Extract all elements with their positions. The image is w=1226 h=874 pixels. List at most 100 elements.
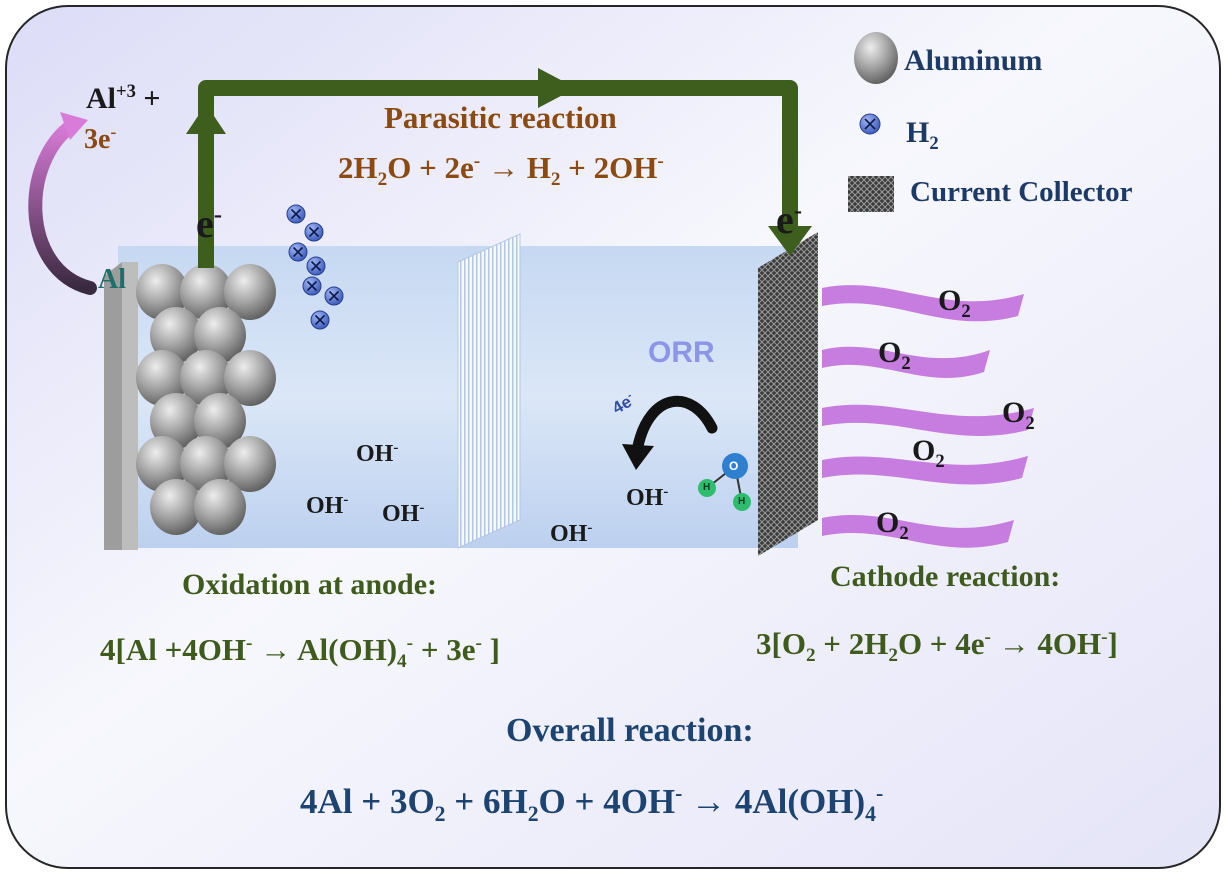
oxygen-base: O xyxy=(878,336,902,369)
anode-plate xyxy=(122,262,138,550)
oxygen-molecule-label: O2 xyxy=(878,336,911,373)
overall-eq-sub: 4 xyxy=(865,802,876,826)
oxygen-stream xyxy=(822,404,1034,436)
aluminum-sphere xyxy=(180,264,232,320)
h2-bubble xyxy=(324,286,344,306)
parasitic-eq-sup: - xyxy=(473,150,481,172)
aluminum-sphere xyxy=(194,393,246,449)
aluminum-sphere xyxy=(136,264,188,320)
orr-arrow-head xyxy=(622,444,654,470)
anode-electron-label: e- xyxy=(196,201,222,246)
oxygen-sub: 2 xyxy=(1025,413,1035,434)
oxygen-molecule-label: O2 xyxy=(912,434,945,471)
aluminum-ion-label: Al+3 + xyxy=(86,82,161,115)
oxygen-base: O xyxy=(1002,396,1026,429)
aluminum-sphere xyxy=(150,307,202,363)
wire-arrow-right xyxy=(538,68,576,108)
aluminum-sphere xyxy=(150,393,202,449)
cathode-eq-part: ] xyxy=(1107,626,1118,661)
oxygen-base: O xyxy=(876,506,900,539)
wire-arrow-up xyxy=(186,104,226,134)
external-circuit-wire xyxy=(198,80,798,268)
anode-plate-side xyxy=(104,262,122,550)
oxygen-stream xyxy=(822,346,990,378)
orr-curve-arrow xyxy=(632,395,718,452)
anode-reaction-equation: 4[Al +4OH- → Al(OH)4- + 3e- ] xyxy=(100,632,500,672)
aluminum-sphere xyxy=(194,479,246,535)
oxygen-stream xyxy=(822,514,1014,548)
water-h-label: H xyxy=(738,496,746,507)
hydroxide-sup: - xyxy=(587,520,593,536)
oxygen-molecule-label: O2 xyxy=(938,286,971,321)
parasitic-title: Parasitic reaction xyxy=(384,100,617,135)
anode-eq-part: ] xyxy=(481,632,500,667)
legend-h2-base: H xyxy=(906,116,930,149)
hydroxide-base: OH xyxy=(306,493,344,519)
h2-bubble xyxy=(310,310,330,330)
cathode-eq-sub: 2 xyxy=(805,645,816,667)
anode-eq-sup: - xyxy=(245,632,253,654)
anode-eq-part: 4[Al +4OH xyxy=(100,632,246,667)
legend-h2: H2 xyxy=(906,116,939,153)
cathode-reaction-title: Cathode reaction: xyxy=(830,560,1061,593)
aluminum-sphere xyxy=(224,436,276,492)
anode-eq-sub: 4 xyxy=(397,651,407,673)
al-ion-base: Al xyxy=(86,82,116,115)
parasitic-eq-sub: 2 xyxy=(550,169,561,191)
hydrogen-atom xyxy=(733,493,751,511)
water-o-label: O xyxy=(729,459,739,473)
hydroxide-sup: - xyxy=(343,492,349,508)
hydroxide-ion: OH- xyxy=(356,441,398,467)
h2-bubble xyxy=(288,242,308,262)
water-molecule xyxy=(698,453,751,511)
hydroxide-base: OH xyxy=(626,485,664,511)
parasitic-equation: 2H2O + 2e- → H2 + 2OH- xyxy=(338,150,664,190)
legend-current-collector: Current Collector xyxy=(910,176,1133,208)
parasitic-eq-part: 2H xyxy=(338,150,378,185)
oxidation-curve-arrow xyxy=(28,117,97,295)
aluminum-sphere xyxy=(136,436,188,492)
hydroxide-sup: - xyxy=(419,500,425,516)
oxidation-arrow-head xyxy=(60,112,88,140)
aluminum-sphere xyxy=(224,264,276,320)
oxygen-molecule-label: O2 xyxy=(1002,396,1035,433)
cathode-eq-part: → 4OH xyxy=(990,626,1102,661)
parasitic-eq-sup: - xyxy=(657,150,664,172)
aluminum-sphere xyxy=(194,307,246,363)
hydroxide-sup: - xyxy=(663,484,669,500)
anode-eq-part: → Al(OH) xyxy=(252,632,398,667)
oxygen-molecule-label: O2 xyxy=(876,506,909,543)
hydroxide-ion: OH- xyxy=(382,500,425,527)
parasitic-eq-sub: 2 xyxy=(377,169,388,191)
aluminum-legend-icon xyxy=(854,32,898,84)
anode-electron-base: e xyxy=(196,201,214,246)
oxygen-sub: 2 xyxy=(901,353,911,374)
anode-eq-part: + 3e xyxy=(413,632,476,667)
h2-bubble xyxy=(304,222,324,242)
cathode-eq-sup: - xyxy=(1101,626,1108,648)
released-electrons-base: 3e xyxy=(84,124,111,155)
parasitic-eq-part: → H xyxy=(480,150,551,185)
al-ion-plus: + xyxy=(135,82,161,115)
aluminum-sphere xyxy=(150,479,202,535)
overall-eq-part: → 4Al(OH) xyxy=(682,782,866,821)
hydroxide-base: OH xyxy=(382,501,420,527)
hydroxide-ion: OH- xyxy=(306,492,349,519)
h2-bubble xyxy=(859,113,881,135)
cathode-current-collector xyxy=(758,232,818,556)
cathode-electron-base: e xyxy=(776,197,794,242)
overall-eq-sup: - xyxy=(876,781,884,806)
oxygen-sub: 2 xyxy=(935,451,945,472)
oxygen-base: O xyxy=(912,434,936,467)
oxygen-sub: 2 xyxy=(961,301,971,322)
aluminum-spheres xyxy=(136,264,276,535)
hydroxide-base: OH xyxy=(356,441,394,467)
hydrogen-atom xyxy=(698,479,716,497)
parasitic-eq-part: O + 2e xyxy=(387,150,474,185)
legend-h2-sub: 2 xyxy=(929,133,939,154)
aluminum-metal-label: Al xyxy=(98,264,126,295)
cathode-eq-part: + 2H xyxy=(815,626,889,661)
oxygen-atom xyxy=(722,453,748,479)
